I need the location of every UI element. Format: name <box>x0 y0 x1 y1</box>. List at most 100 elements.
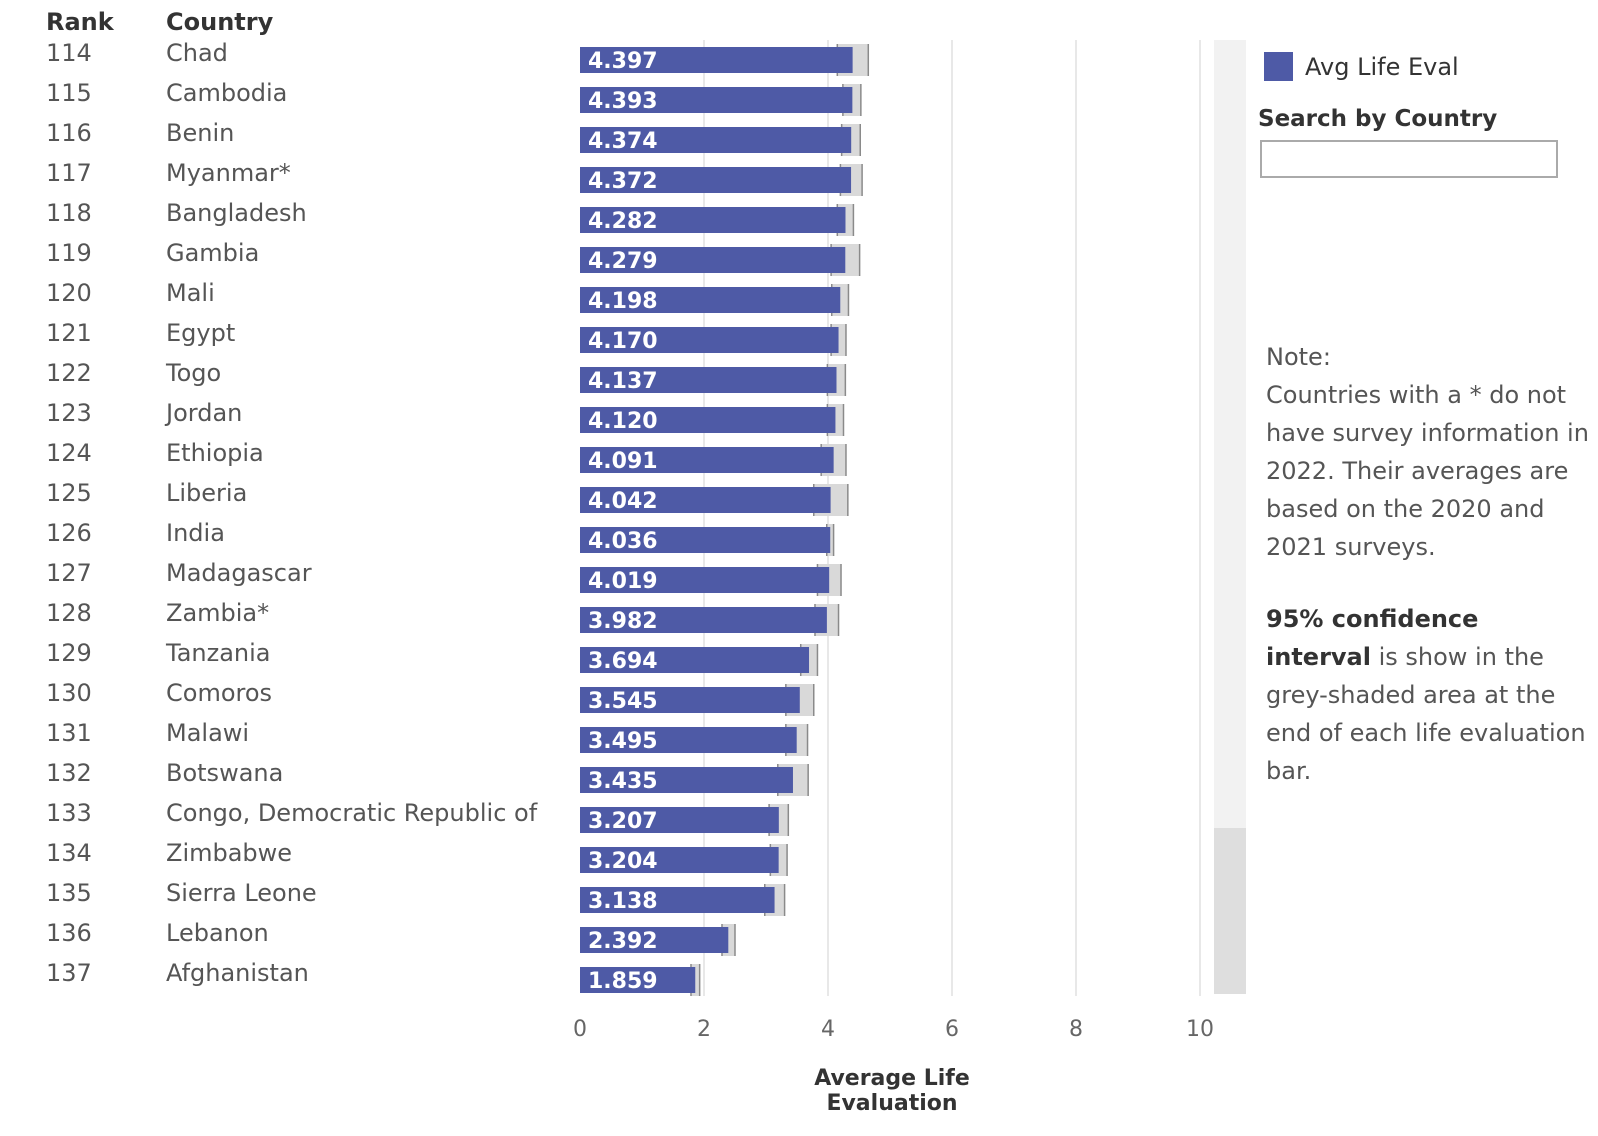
table-row[interactable]: 132 Botswana <box>0 754 560 794</box>
bar <box>580 847 779 873</box>
x-tick-label: 10 <box>1186 1017 1214 1042</box>
country-cell: Botswana <box>166 759 284 787</box>
ci-band <box>690 964 700 996</box>
rank-cell: 118 <box>46 199 92 227</box>
table-row[interactable]: 124 Ethiopia <box>0 434 560 474</box>
bar <box>580 887 775 913</box>
bar <box>580 167 852 193</box>
country-cell: Sierra Leone <box>166 879 317 907</box>
bar <box>580 767 793 793</box>
country-cell: Benin <box>166 119 235 147</box>
bar <box>580 87 853 113</box>
bar <box>580 447 834 473</box>
table-row[interactable]: 123 Jordan <box>0 394 560 434</box>
rank-cell: 131 <box>46 719 92 747</box>
country-cell: Zimbabwe <box>166 839 293 867</box>
bar-value-label: 4.019 <box>588 569 658 594</box>
country-cell: Congo, Democratic Republic of <box>166 799 538 827</box>
legend-label: Avg Life Eval <box>1305 52 1459 81</box>
bar-value-label: 4.374 <box>588 129 658 154</box>
bar-value-label: 4.393 <box>588 89 658 114</box>
bar-value-label: 3.694 <box>588 649 658 674</box>
bar <box>580 487 831 513</box>
bar-value-label: 3.545 <box>588 689 658 714</box>
bar-value-label: 2.392 <box>588 929 658 954</box>
country-cell: Liberia <box>166 479 248 507</box>
country-cell: Gambia <box>166 239 260 267</box>
table-row[interactable]: 134 Zimbabwe <box>0 834 560 874</box>
country-cell: Chad <box>166 39 228 67</box>
table-row[interactable]: 117 Myanmar* <box>0 154 560 194</box>
rank-cell: 125 <box>46 479 92 507</box>
rank-cell: 135 <box>46 879 92 907</box>
country-cell: Myanmar* <box>166 159 291 187</box>
scrollbar-thumb[interactable] <box>1214 828 1246 994</box>
country-cell: Tanzania <box>166 639 271 667</box>
bar <box>580 247 846 273</box>
table-row[interactable]: 136 Lebanon <box>0 914 560 954</box>
rank-cell: 132 <box>46 759 92 787</box>
table-row[interactable]: 120 Mali <box>0 274 560 314</box>
table-row[interactable]: 118 Bangladesh <box>0 194 560 234</box>
table-row[interactable]: 119 Gambia <box>0 234 560 274</box>
table-row[interactable]: 116 Benin <box>0 114 560 154</box>
rank-cell: 126 <box>46 519 92 547</box>
table-row[interactable]: 114 Chad <box>0 34 560 74</box>
rank-cell: 127 <box>46 559 92 587</box>
bar <box>580 927 729 953</box>
bar <box>580 527 831 553</box>
note-panel: Note: Countries with a * do not have sur… <box>1266 338 1591 790</box>
table-row[interactable]: 122 Togo <box>0 354 560 394</box>
bar-value-label: 3.982 <box>588 609 658 634</box>
table-row[interactable]: 129 Tanzania <box>0 634 560 674</box>
country-cell: Cambodia <box>166 79 288 107</box>
ci-note-text: is show in the grey-shaded area at the e… <box>1266 643 1586 785</box>
table-row[interactable]: 125 Liberia <box>0 474 560 514</box>
bar <box>580 647 810 673</box>
ci-note-bold: 95% confidence interval <box>1266 605 1479 671</box>
rank-cell: 134 <box>46 839 92 867</box>
bar-value-label: 4.036 <box>588 529 658 554</box>
bar-value-label: 3.207 <box>588 809 658 834</box>
country-cell: Madagascar <box>166 559 312 587</box>
bar-value-label: 4.091 <box>588 449 658 474</box>
table-row[interactable]: 126 India <box>0 514 560 554</box>
x-tick-label: 0 <box>573 1017 587 1042</box>
rank-cell: 130 <box>46 679 92 707</box>
country-cell: Zambia* <box>166 599 270 627</box>
rank-cell: 120 <box>46 279 92 307</box>
bar <box>580 807 779 833</box>
country-cell: Ethiopia <box>166 439 264 467</box>
bar <box>580 327 839 353</box>
rank-cell: 128 <box>46 599 92 627</box>
x-tick-label: 8 <box>1069 1017 1083 1042</box>
search-country-input[interactable] <box>1260 140 1558 178</box>
x-tick-label: 2 <box>697 1017 711 1042</box>
country-cell: Mali <box>166 279 215 307</box>
bar-value-label: 4.137 <box>588 369 658 394</box>
note-body: Countries with a * do not have survey in… <box>1266 381 1589 561</box>
country-cell: Malawi <box>166 719 250 747</box>
table-row[interactable]: 127 Madagascar <box>0 554 560 594</box>
rank-cell: 122 <box>46 359 92 387</box>
table-row[interactable]: 128 Zambia* <box>0 594 560 634</box>
vertical-scrollbar[interactable] <box>1214 40 1246 994</box>
table-row[interactable]: 130 Comoros <box>0 674 560 714</box>
legend-swatch <box>1264 52 1293 81</box>
bar <box>580 727 797 753</box>
bar-value-label: 4.120 <box>588 409 658 434</box>
country-column-header[interactable]: Country <box>166 8 274 36</box>
table-row[interactable]: 137 Afghanistan <box>0 954 560 994</box>
table-row[interactable]: 115 Cambodia <box>0 74 560 114</box>
rank-column-header[interactable]: Rank <box>46 8 114 36</box>
table-row[interactable]: 133 Congo, Democratic Republic of <box>0 794 560 834</box>
table-row[interactable]: 135 Sierra Leone <box>0 874 560 914</box>
x-tick-label: 4 <box>821 1017 835 1042</box>
table-row[interactable]: 121 Egypt <box>0 314 560 354</box>
bar-value-label: 4.282 <box>588 209 658 234</box>
table-row[interactable]: 131 Malawi <box>0 714 560 754</box>
bar-value-label: 3.435 <box>588 769 658 794</box>
rank-cell: 116 <box>46 119 92 147</box>
bar-value-label: 4.042 <box>588 489 658 514</box>
rank-cell: 133 <box>46 799 92 827</box>
